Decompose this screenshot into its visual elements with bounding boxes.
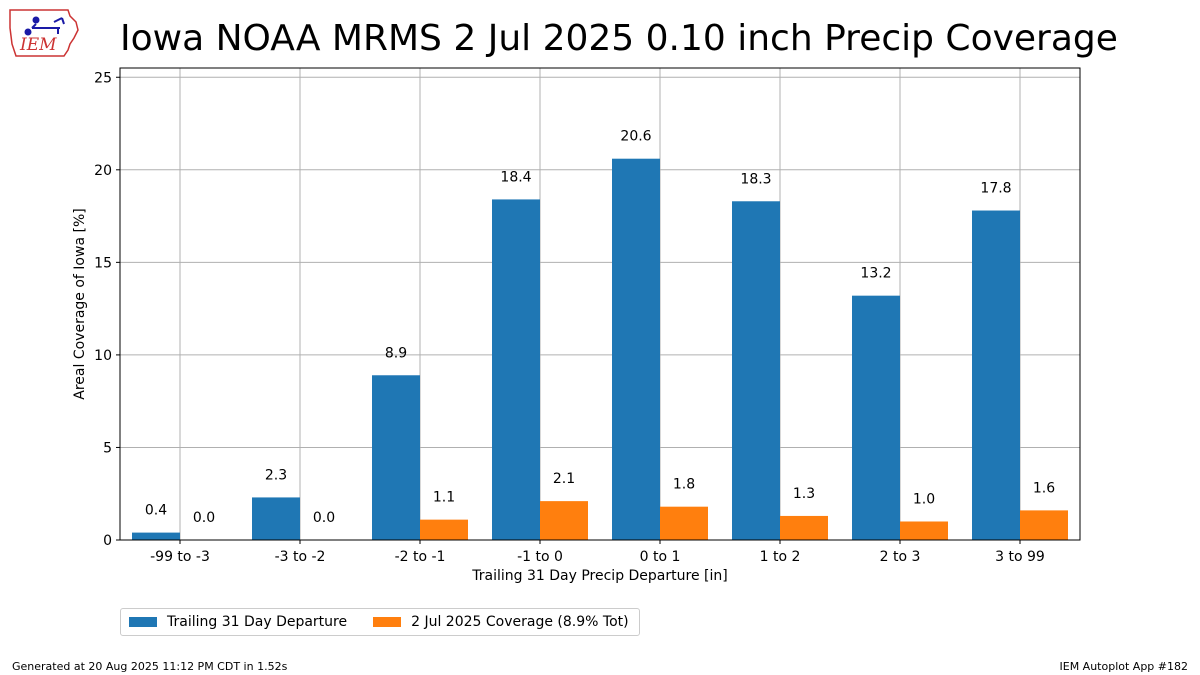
bar-departure — [732, 201, 780, 541]
x-axis-label: Trailing 31 Day Precip Departure [in] — [471, 568, 727, 584]
bar-coverage — [1020, 510, 1068, 540]
footer-generated-text: Generated at 20 Aug 2025 11:12 PM CDT in… — [12, 660, 288, 673]
data-label-coverage: 0.0 — [313, 510, 335, 526]
bar-departure — [132, 532, 180, 540]
bar-chart: 0 5 10 15 20 25 -99 to -3 -3 to -2 -2 to -1 -1 to… — [72, 67, 1081, 584]
weather-station-icon — [24, 16, 65, 36]
iowa-outline-icon — [9, 9, 79, 57]
bar-coverage — [660, 506, 708, 540]
data-label-coverage: 0.0 — [193, 510, 215, 526]
y-tick-label: 25 — [94, 70, 112, 86]
data-label-departure: 0.4 — [145, 503, 167, 519]
legend-item-coverage: 2 Jul 2025 Coverage (8.9% Tot) — [373, 614, 629, 630]
data-label-departure: 13.2 — [860, 266, 891, 282]
bar-coverage — [900, 521, 948, 540]
x-tick-label: -3 to -2 — [275, 549, 326, 565]
x-tick-label: 2 to 3 — [880, 549, 921, 565]
y-tick-label: 0 — [103, 533, 112, 549]
bar-departure — [252, 497, 300, 540]
bar-coverage — [420, 519, 468, 540]
data-label-departure: 8.9 — [385, 345, 407, 361]
y-axis-label: Areal Coverage of Iowa [%] — [72, 208, 88, 399]
bar-departure — [612, 158, 660, 540]
legend: Trailing 31 Day Departure 2 Jul 2025 Cov… — [120, 608, 640, 636]
data-label-departure: 18.3 — [740, 171, 771, 187]
legend-label-coverage: 2 Jul 2025 Coverage (8.9% Tot) — [411, 614, 629, 630]
data-label-coverage: 1.6 — [1033, 480, 1055, 496]
bar-departure — [972, 210, 1020, 540]
x-tick-label: -99 to -3 — [150, 549, 210, 565]
data-label-departure: 2.3 — [265, 467, 287, 483]
x-tick-label: 0 to 1 — [640, 549, 681, 565]
data-label-departure: 17.8 — [980, 181, 1011, 197]
data-label-departure: 20.6 — [620, 129, 651, 145]
data-label-coverage: 1.3 — [793, 486, 815, 502]
bar-coverage — [540, 501, 588, 540]
bar-departure — [492, 199, 540, 540]
chart-title: Iowa NOAA MRMS 2 Jul 2025 0.10 inch Prec… — [120, 18, 1118, 59]
logo-text: IEM — [19, 35, 57, 55]
legend-item-departure: Trailing 31 Day Departure — [129, 614, 347, 630]
data-label-coverage: 1.1 — [433, 490, 455, 506]
iem-logo: IEM — [9, 9, 79, 57]
data-label-coverage: 1.0 — [913, 491, 935, 507]
y-tick-label: 5 — [103, 440, 112, 456]
bar-departure — [852, 295, 900, 540]
x-tick-label: 1 to 2 — [760, 549, 801, 565]
y-tick-label: 15 — [94, 255, 112, 271]
x-tick-label: 3 to 99 — [995, 549, 1045, 565]
bar-coverage — [780, 515, 828, 540]
data-label-departure: 18.4 — [500, 169, 531, 185]
bar-departure — [372, 375, 420, 540]
legend-swatch-coverage — [373, 617, 402, 627]
y-tick-label: 20 — [94, 163, 112, 179]
x-tick-label: -2 to -1 — [395, 549, 446, 565]
data-label-coverage: 2.1 — [553, 471, 575, 487]
legend-label-departure: Trailing 31 Day Departure — [167, 614, 348, 630]
footer-app-text: IEM Autoplot App #182 — [1059, 660, 1189, 673]
plot-frame — [119, 67, 1081, 541]
legend-swatch-departure — [129, 617, 157, 627]
data-label-coverage: 1.8 — [673, 477, 695, 493]
x-tick-label: -1 to 0 — [517, 549, 563, 565]
y-tick-label: 10 — [94, 348, 112, 364]
